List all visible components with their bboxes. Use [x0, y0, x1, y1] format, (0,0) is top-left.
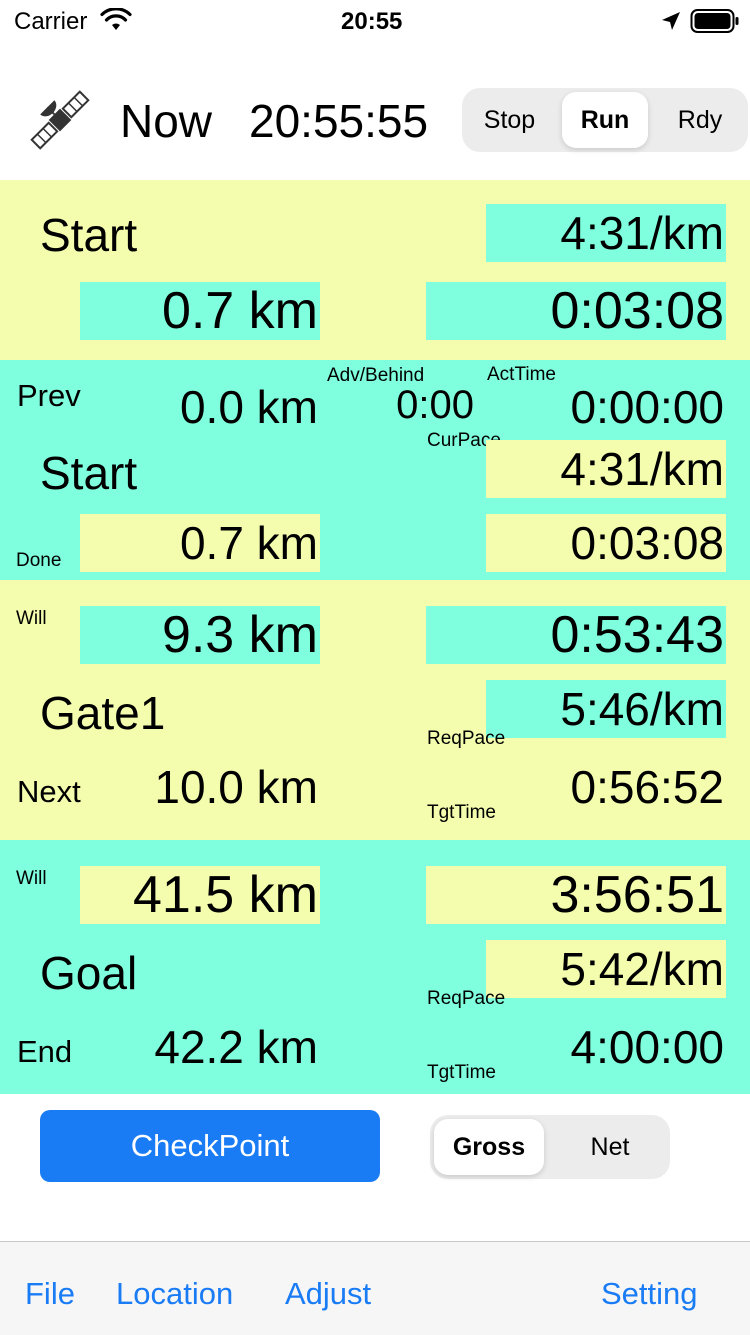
net-button[interactable]: Net: [590, 1132, 630, 1161]
next-req-pace-box: 5:46/km: [486, 680, 726, 738]
current-pace: 4:31/km: [560, 207, 724, 259]
mode-rdy-button[interactable]: Rdy: [677, 105, 723, 134]
done-distance-box: 0.7 km: [80, 514, 320, 572]
next-label: Next: [17, 774, 81, 809]
satellite-icon: [30, 90, 90, 150]
goal-req-pace-value: 5:42/km: [560, 943, 724, 995]
setting-button[interactable]: Setting: [601, 1276, 698, 1311]
current-elapsed-box: 0:03:08: [426, 282, 726, 340]
adv-behind-value: 0:00: [396, 383, 474, 427]
next-tgt-time-label: TgtTime: [427, 802, 496, 823]
current-elapsed: 0:03:08: [550, 282, 725, 340]
gross-button[interactable]: Gross: [434, 1119, 544, 1175]
next-req-pace-label: ReqPace: [427, 728, 506, 749]
battery-icon: [690, 9, 739, 33]
done-time: 0:03:08: [570, 517, 724, 569]
done-distance: 0.7 km: [179, 517, 318, 569]
current-distance: 0.7 km: [161, 282, 318, 340]
adjust-button[interactable]: Adjust: [285, 1276, 372, 1311]
goal-will-time-box: 3:56:51: [426, 866, 726, 924]
end-label: End: [17, 1034, 73, 1069]
location-arrow-icon: [662, 12, 680, 30]
next-distance: 10.0 km: [154, 761, 318, 813]
checkpoint-button[interactable]: CheckPoint: [40, 1110, 380, 1182]
next-tgt-time-value: 0:56:52: [570, 761, 724, 813]
bottom-toolbar: [0, 1241, 750, 1335]
done-label: Done: [16, 550, 62, 571]
cur-pace-box: 4:31/km: [486, 440, 726, 498]
mode-run-button[interactable]: Run: [562, 92, 648, 148]
cur-pace-value: 4:31/km: [560, 443, 724, 495]
goal-tgt-time-label: TgtTime: [427, 1062, 496, 1083]
current-name: Start: [40, 209, 138, 261]
current-distance-box: 0.7 km: [80, 282, 320, 340]
adv-behind-label: Adv/Behind: [327, 365, 425, 386]
goal-tgt-time-value: 4:00:00: [570, 1021, 724, 1073]
goal-will-distance: 41.5 km: [133, 866, 318, 924]
act-time-label: ActTime: [487, 364, 556, 385]
goal-will-label: Will: [16, 868, 47, 889]
goal-req-pace-box: 5:42/km: [486, 940, 726, 998]
current-pace-box: 4:31/km: [486, 204, 726, 262]
goal-will-distance-box: 41.5 km: [80, 866, 320, 924]
done-time-box: 0:03:08: [486, 514, 726, 572]
time-mode-segmented-control[interactable]: Gross Net: [430, 1115, 670, 1179]
mode-stop-button[interactable]: Stop: [483, 105, 536, 134]
location-button[interactable]: Location: [116, 1276, 234, 1311]
goal-will-time: 3:56:51: [550, 866, 725, 924]
goal-name: Goal: [40, 947, 138, 999]
next-name: Gate1: [40, 687, 166, 739]
carrier-label: Carrier: [14, 8, 88, 35]
act-time-value: 0:00:00: [570, 381, 724, 433]
prev-distance: 0.0 km: [179, 381, 318, 433]
end-distance: 42.2 km: [154, 1021, 318, 1073]
wifi-icon: [100, 8, 132, 30]
status-time: 20:55: [341, 8, 403, 35]
next-will-distance: 9.3 km: [161, 606, 318, 664]
cur-pace-label: CurPace: [427, 430, 501, 451]
next-will-time-box: 0:53:43: [426, 606, 726, 664]
next-will-time: 0:53:43: [550, 606, 725, 664]
goal-req-pace-label: ReqPace: [427, 988, 506, 1009]
next-req-pace-value: 5:46/km: [560, 683, 724, 735]
checkpoint-label: CheckPoint: [130, 1128, 290, 1163]
current-clock: 20:55:55: [249, 95, 429, 147]
prev-section-name: Start: [40, 447, 138, 499]
next-will-distance-box: 9.3 km: [80, 606, 320, 664]
mode-segmented-control[interactable]: Stop Run Rdy: [462, 88, 748, 152]
next-will-label: Will: [16, 608, 47, 629]
now-label: Now: [120, 95, 213, 147]
file-button[interactable]: File: [25, 1276, 75, 1311]
prev-label: Prev: [17, 378, 81, 413]
status-bar: Carrier 20:55: [0, 0, 750, 44]
